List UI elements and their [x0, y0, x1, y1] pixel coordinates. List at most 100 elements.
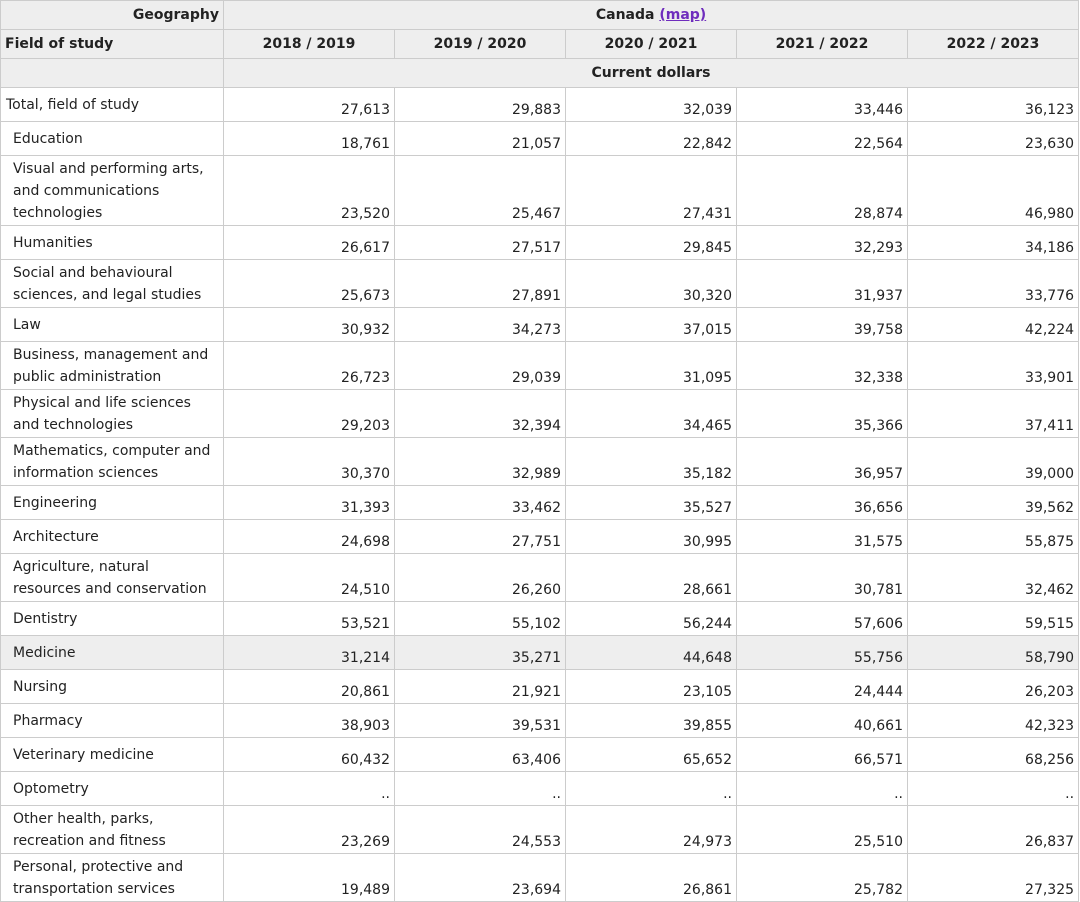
cell-value: 42,323 — [906, 703, 1080, 738]
row-label: Law — [0, 307, 224, 342]
table-row: Architecture 24,698 27,751 30,995 31,575 55,8… — [0, 519, 1080, 554]
cell-value: 32,039 — [565, 87, 737, 122]
cell-value: 21,057 — [394, 121, 566, 156]
cell-value: 31,214 — [223, 635, 395, 670]
cell-value: 31,575 — [736, 519, 908, 554]
cell-value: 55,756 — [736, 635, 908, 670]
row-label: Veterinary medicine — [0, 737, 224, 772]
cell-value: 19,489 — [223, 853, 395, 902]
row-label: Engineering — [0, 485, 224, 520]
cell-value: 23,269 — [223, 805, 395, 854]
cell-value: 35,366 — [736, 389, 908, 438]
cell-value: 26,837 — [906, 805, 1080, 854]
cell-value: 39,562 — [906, 485, 1080, 520]
row-label: Dentistry — [0, 601, 224, 636]
table-row: Dentistry 53,521 55,102 56,244 57,606 59,515 — [0, 601, 1080, 636]
cell-value: 20,861 — [223, 669, 395, 704]
cell-value: 24,444 — [736, 669, 908, 704]
cell-value: 30,995 — [565, 519, 737, 554]
cell-value: 40,661 — [736, 703, 908, 738]
cell-value: 65,652 — [565, 737, 737, 772]
country-header: Canada (map) — [222, 0, 1080, 30]
cell-value: 33,901 — [906, 341, 1080, 390]
cell-value: 46,980 — [906, 155, 1080, 226]
table-row: Nursing 20,861 21,921 23,105 24,444 26,203 — [0, 669, 1080, 704]
cell-value: 38,903 — [223, 703, 395, 738]
cell-value: 42,224 — [906, 307, 1080, 342]
table-body: Total, field of study 27,613 29,883 32,039 3… — [0, 87, 1080, 902]
table-row: Law 30,932 34,273 37,015 39,758 42,224 — [0, 307, 1080, 342]
table-row: Total, field of study 27,613 29,883 32,039 3… — [0, 87, 1080, 122]
cell-value: .. — [736, 771, 908, 806]
cell-value: 56,244 — [565, 601, 737, 636]
cell-value: .. — [394, 771, 566, 806]
cell-value: 39,531 — [394, 703, 566, 738]
cell-value: 26,203 — [906, 669, 1080, 704]
row-label: Visual and performing arts, and communic… — [0, 155, 224, 226]
cell-value: 55,875 — [906, 519, 1080, 554]
cell-value: 30,932 — [223, 307, 395, 342]
row-label: Mathematics, computer and information sc… — [0, 437, 224, 486]
cell-value: 26,861 — [565, 853, 737, 902]
cell-value: 35,271 — [394, 635, 566, 670]
cell-value: 22,564 — [736, 121, 908, 156]
row-label: Architecture — [0, 519, 224, 554]
row-label: Physical and life sciences and technolog… — [0, 389, 224, 438]
cell-value: 26,723 — [223, 341, 395, 390]
cell-value: 29,883 — [394, 87, 566, 122]
year-header: 2019 / 2020 — [394, 29, 566, 59]
map-link[interactable]: (map) — [659, 7, 707, 23]
cell-value: 32,293 — [736, 225, 908, 260]
row-label: Total, field of study — [0, 87, 224, 122]
row-label: Other health, parks, recreation and fitn… — [0, 805, 224, 854]
cell-value: 27,891 — [394, 259, 566, 308]
cell-value: 44,648 — [565, 635, 737, 670]
units-header: Current dollars — [222, 58, 1080, 88]
row-label: Pharmacy — [0, 703, 224, 738]
cell-value: 63,406 — [394, 737, 566, 772]
table-row: Mathematics, computer and information sc… — [0, 437, 1080, 486]
cell-value: 32,462 — [906, 553, 1080, 602]
row-label: Personal, protective and transportation … — [0, 853, 224, 902]
cell-value: 27,613 — [223, 87, 395, 122]
year-header: 2018 / 2019 — [223, 29, 395, 59]
row-label: Optometry — [0, 771, 224, 806]
cell-value: 53,521 — [223, 601, 395, 636]
table-row: Veterinary medicine 60,432 63,406 65,652 66,… — [0, 737, 1080, 772]
cell-value: 23,105 — [565, 669, 737, 704]
cell-value: 68,256 — [906, 737, 1080, 772]
cell-value: 18,761 — [223, 121, 395, 156]
cell-value: 55,102 — [394, 601, 566, 636]
table-row: Engineering 31,393 33,462 35,527 36,656 39,56… — [0, 485, 1080, 520]
header-row-years: Field of study 2018 / 2019 2019 / 2020 2… — [0, 29, 1080, 59]
cell-value: 21,921 — [394, 669, 566, 704]
year-header: 2021 / 2022 — [736, 29, 908, 59]
cell-value: 37,015 — [565, 307, 737, 342]
row-label: Education — [0, 121, 224, 156]
row-label: Medicine — [0, 635, 224, 670]
table-row: Humanities 26,617 27,517 29,845 32,293 34,186 — [0, 225, 1080, 260]
geography-header: Geography — [0, 0, 224, 30]
units-spacer — [0, 58, 224, 88]
cell-value: 27,325 — [906, 853, 1080, 902]
cell-value: 57,606 — [736, 601, 908, 636]
field-of-study-header: Field of study — [0, 29, 224, 59]
cell-value: 25,673 — [223, 259, 395, 308]
country-name: Canada — [595, 7, 655, 23]
table-row: Medicine 31,214 35,271 44,648 55,756 58,790 — [0, 635, 1080, 670]
cell-value: 27,517 — [394, 225, 566, 260]
table-row: Business, management and public administ… — [0, 341, 1080, 390]
table-row: Physical and life sciences and technolog… — [0, 389, 1080, 438]
cell-value: 26,260 — [394, 553, 566, 602]
cell-value: 23,694 — [394, 853, 566, 902]
cell-value: 34,465 — [565, 389, 737, 438]
cell-value: 28,661 — [565, 553, 737, 602]
table-row: Visual and performing arts, and communic… — [0, 155, 1080, 226]
cell-value: 24,553 — [394, 805, 566, 854]
cell-value: .. — [223, 771, 395, 806]
cell-value: 30,781 — [736, 553, 908, 602]
cell-value: 33,776 — [906, 259, 1080, 308]
cell-value: 37,411 — [906, 389, 1080, 438]
year-header: 2020 / 2021 — [565, 29, 737, 59]
cell-value: 33,462 — [394, 485, 566, 520]
